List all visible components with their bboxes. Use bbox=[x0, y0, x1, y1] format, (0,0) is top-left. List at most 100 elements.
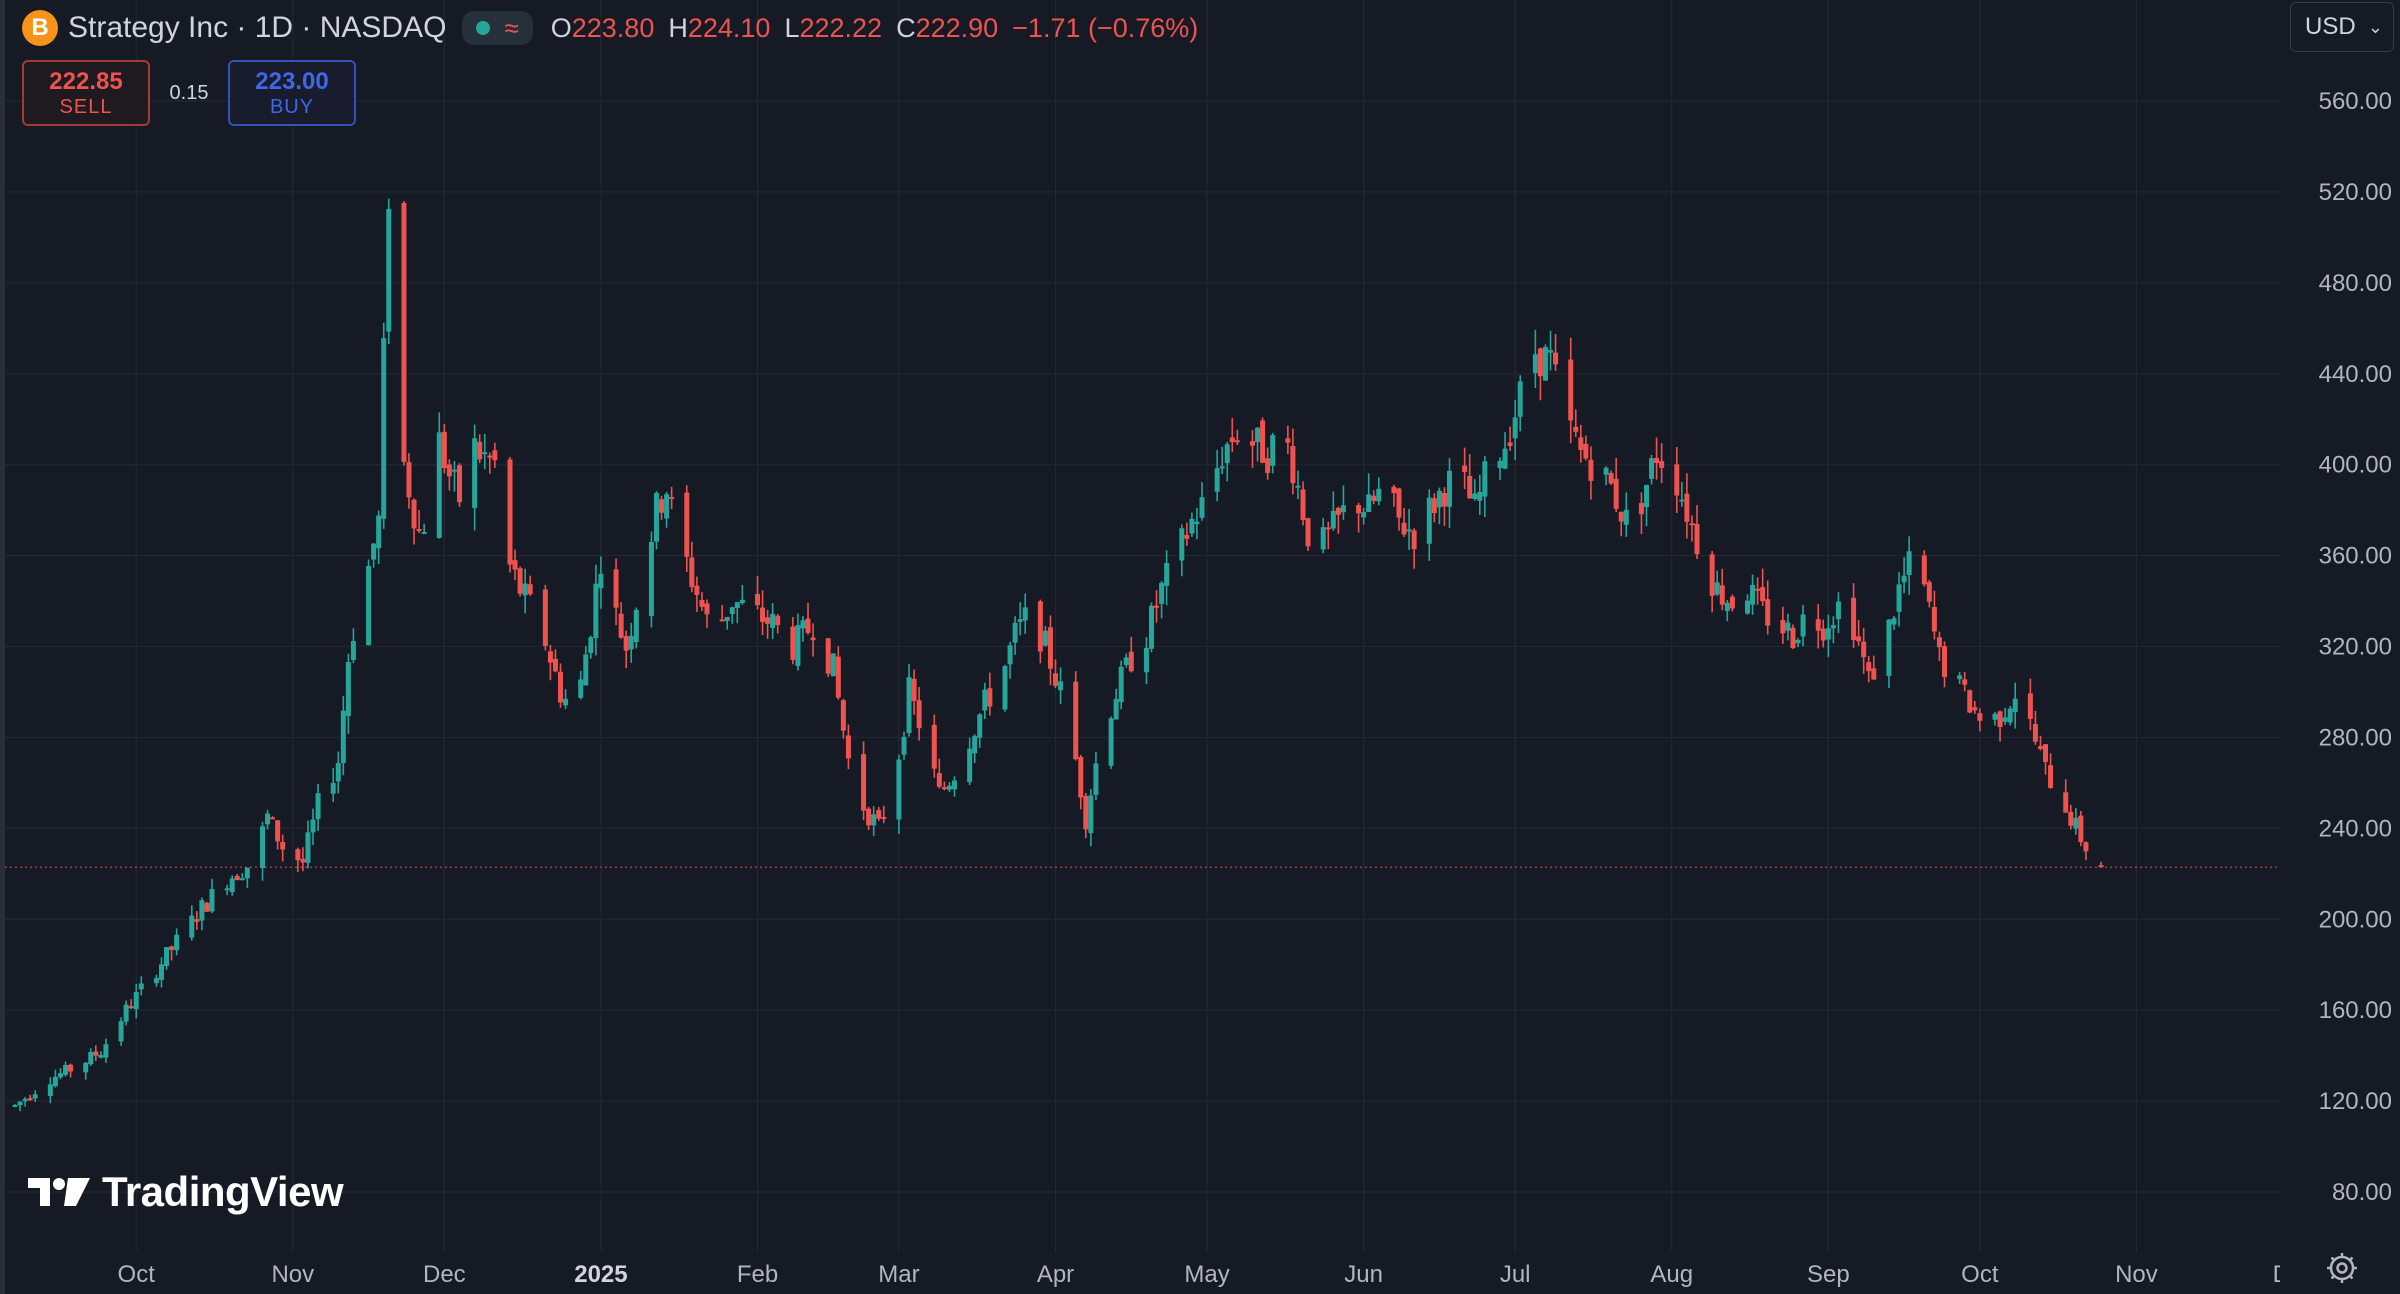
price-axis[interactable]: 80.00 120.00 160.00 200.00 240.00 280.00 320.0… bbox=[2280, 0, 2400, 1252]
candle-body bbox=[755, 593, 761, 606]
tradingview-brand-name: TradingView bbox=[102, 1168, 344, 1215]
time-tick-label: Apr bbox=[1037, 1261, 1074, 1288]
time-tick-label: Mar bbox=[878, 1261, 919, 1288]
candle-body bbox=[1234, 440, 1240, 443]
candle-body bbox=[775, 615, 781, 626]
price-axis-svg[interactable]: 80.00 120.00 160.00 200.00 240.00 280.00 320.0… bbox=[2280, 0, 2400, 1252]
time-tick-label: 2025 bbox=[574, 1261, 627, 1288]
candle-body bbox=[1128, 651, 1134, 672]
price-tick-label: 160.00 bbox=[2319, 997, 2392, 1024]
candle-body bbox=[866, 808, 872, 826]
candle-body bbox=[547, 651, 553, 663]
chart-svg[interactable] bbox=[5, 0, 2280, 1252]
candle-body bbox=[1371, 495, 1377, 501]
candle-body bbox=[330, 782, 336, 794]
symbol-title[interactable]: Strategy Inc · 1D · NASDAQ bbox=[68, 11, 447, 44]
time-axis[interactable]: Oct Nov Dec 2025 Feb Mar Apr May Jun Jul Aug Sep Oct… bbox=[5, 1252, 2280, 1294]
candle-body bbox=[487, 455, 493, 458]
close-value: 222.90 bbox=[915, 12, 999, 43]
candle-body bbox=[1361, 512, 1367, 518]
candle-body bbox=[1724, 602, 1730, 611]
candle-body bbox=[1199, 497, 1205, 518]
candle-body bbox=[1583, 443, 1589, 459]
time-tick-label: De bbox=[2273, 1261, 2280, 1288]
candle-body bbox=[2048, 765, 2054, 788]
time-axis-svg[interactable]: Oct Nov Dec 2025 Feb Mar Apr May Jun Jul Aug Sep Oct… bbox=[5, 1252, 2280, 1294]
candle-body bbox=[1532, 354, 1538, 373]
candle-body bbox=[951, 780, 957, 790]
candle-body bbox=[1997, 711, 2003, 727]
candle-body bbox=[906, 677, 912, 734]
candle-body bbox=[88, 1051, 94, 1065]
candle-body bbox=[931, 724, 937, 769]
candle-body bbox=[507, 459, 513, 565]
tradingview-watermark[interactable]: TradingView bbox=[28, 1168, 344, 1216]
sell-button[interactable]: 222.85 SELL bbox=[22, 60, 150, 126]
bitcoin-logo-icon[interactable]: B bbox=[22, 10, 58, 46]
candle-body bbox=[1143, 647, 1149, 673]
candle-body bbox=[366, 565, 372, 646]
symbol-legend[interactable]: B Strategy Inc · 1D · NASDAQ ≈ O 223.80 … bbox=[22, 8, 1198, 48]
chart-settings-gear-icon[interactable] bbox=[2322, 1248, 2362, 1288]
candle-body bbox=[987, 688, 993, 707]
candle-body bbox=[1184, 534, 1190, 539]
candle-body bbox=[830, 653, 836, 677]
candle-body bbox=[1017, 619, 1023, 622]
candle-body bbox=[300, 858, 306, 863]
low-label: L bbox=[784, 12, 800, 43]
currency-value: USD bbox=[2305, 13, 2356, 40]
candle-body bbox=[1825, 628, 1831, 640]
candle-body bbox=[1780, 619, 1786, 634]
candle-body bbox=[224, 888, 230, 891]
candle-body bbox=[1295, 485, 1301, 488]
candle-body bbox=[1755, 588, 1761, 591]
candle-body bbox=[22, 1098, 28, 1102]
candle-body bbox=[1214, 468, 1220, 492]
tradingview-logo-icon bbox=[28, 1178, 90, 1206]
price-tick-label: 520.00 bbox=[2319, 179, 2392, 206]
candle-body bbox=[1729, 596, 1735, 609]
time-tick-label: Oct bbox=[1961, 1261, 1999, 1288]
candle-body bbox=[1058, 681, 1064, 691]
candle-body bbox=[578, 679, 584, 698]
candle-body bbox=[158, 964, 164, 980]
candle-body bbox=[1967, 690, 1973, 713]
candle-body bbox=[1194, 521, 1200, 525]
candle-body bbox=[1977, 713, 1983, 721]
candle-body bbox=[350, 640, 356, 661]
candle-body bbox=[310, 819, 316, 833]
candle-body bbox=[1760, 587, 1766, 602]
candle-body bbox=[1285, 438, 1291, 443]
candle-body bbox=[805, 618, 811, 633]
time-tick-label: Aug bbox=[1650, 1261, 1693, 1288]
currency-select[interactable]: USD ⌄ bbox=[2290, 2, 2394, 52]
candle-body bbox=[1037, 601, 1043, 652]
candle-body bbox=[244, 867, 250, 879]
candle-body bbox=[1553, 352, 1559, 365]
candle-body bbox=[1290, 446, 1296, 484]
buy-button[interactable]: 223.00 BUY bbox=[228, 60, 356, 126]
chart-plot-area[interactable] bbox=[5, 0, 2280, 1252]
candle-body bbox=[2063, 792, 2069, 813]
candle-body bbox=[1300, 489, 1306, 520]
candle-body bbox=[1270, 435, 1276, 466]
candle-body bbox=[835, 656, 841, 698]
open-value: 223.80 bbox=[571, 12, 655, 43]
high-value: 224.10 bbox=[687, 12, 771, 43]
candle-body bbox=[881, 817, 887, 820]
candle-body bbox=[1765, 599, 1771, 626]
candle-body bbox=[2032, 723, 2038, 742]
change-value: −1.71 (−0.76%) bbox=[1012, 12, 1199, 43]
candle-body bbox=[1255, 427, 1261, 443]
candle-body bbox=[1750, 584, 1756, 605]
candle-body bbox=[1148, 605, 1154, 649]
candle-body bbox=[229, 878, 235, 892]
candle-body bbox=[1042, 630, 1048, 646]
candle-body bbox=[416, 529, 422, 532]
market-status-pill[interactable]: ≈ bbox=[462, 11, 533, 45]
candle-body bbox=[345, 662, 351, 717]
time-tick-label: May bbox=[1184, 1261, 1229, 1288]
candle-body bbox=[1502, 448, 1508, 469]
candle-body bbox=[436, 432, 442, 538]
candle-body bbox=[699, 599, 705, 607]
